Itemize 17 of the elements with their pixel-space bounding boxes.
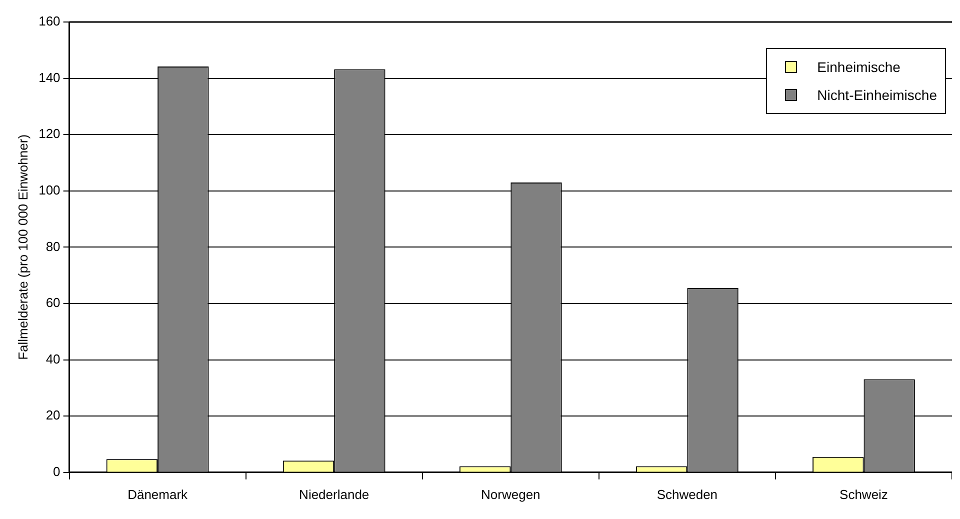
y-tick-label: 80 xyxy=(46,238,60,254)
x-tick-label: Norwegen xyxy=(481,486,540,502)
y-tick-label: 100 xyxy=(38,182,60,198)
y-tick-label: 140 xyxy=(38,70,60,85)
y-tick-label: 0 xyxy=(53,464,60,479)
legend-label: Einheimische xyxy=(817,59,900,75)
y-tick-label: 60 xyxy=(46,295,60,310)
x-tick-label: Dänemark xyxy=(128,486,188,502)
y-tick-label: 20 xyxy=(46,408,60,423)
y-tick-label: 160 xyxy=(38,14,60,29)
x-tick-label: Schweiz xyxy=(840,486,888,502)
y-tick-label: 120 xyxy=(38,126,60,142)
y-axis-title: Fallmelderate (pro 100 000 Einwohner) xyxy=(15,134,30,360)
legend-label: Nicht-Einheimische xyxy=(817,87,937,103)
x-tick-label: Schweden xyxy=(656,486,718,502)
x-tick-label: Niederlande xyxy=(299,486,370,502)
y-tick-label: 40 xyxy=(46,351,60,366)
